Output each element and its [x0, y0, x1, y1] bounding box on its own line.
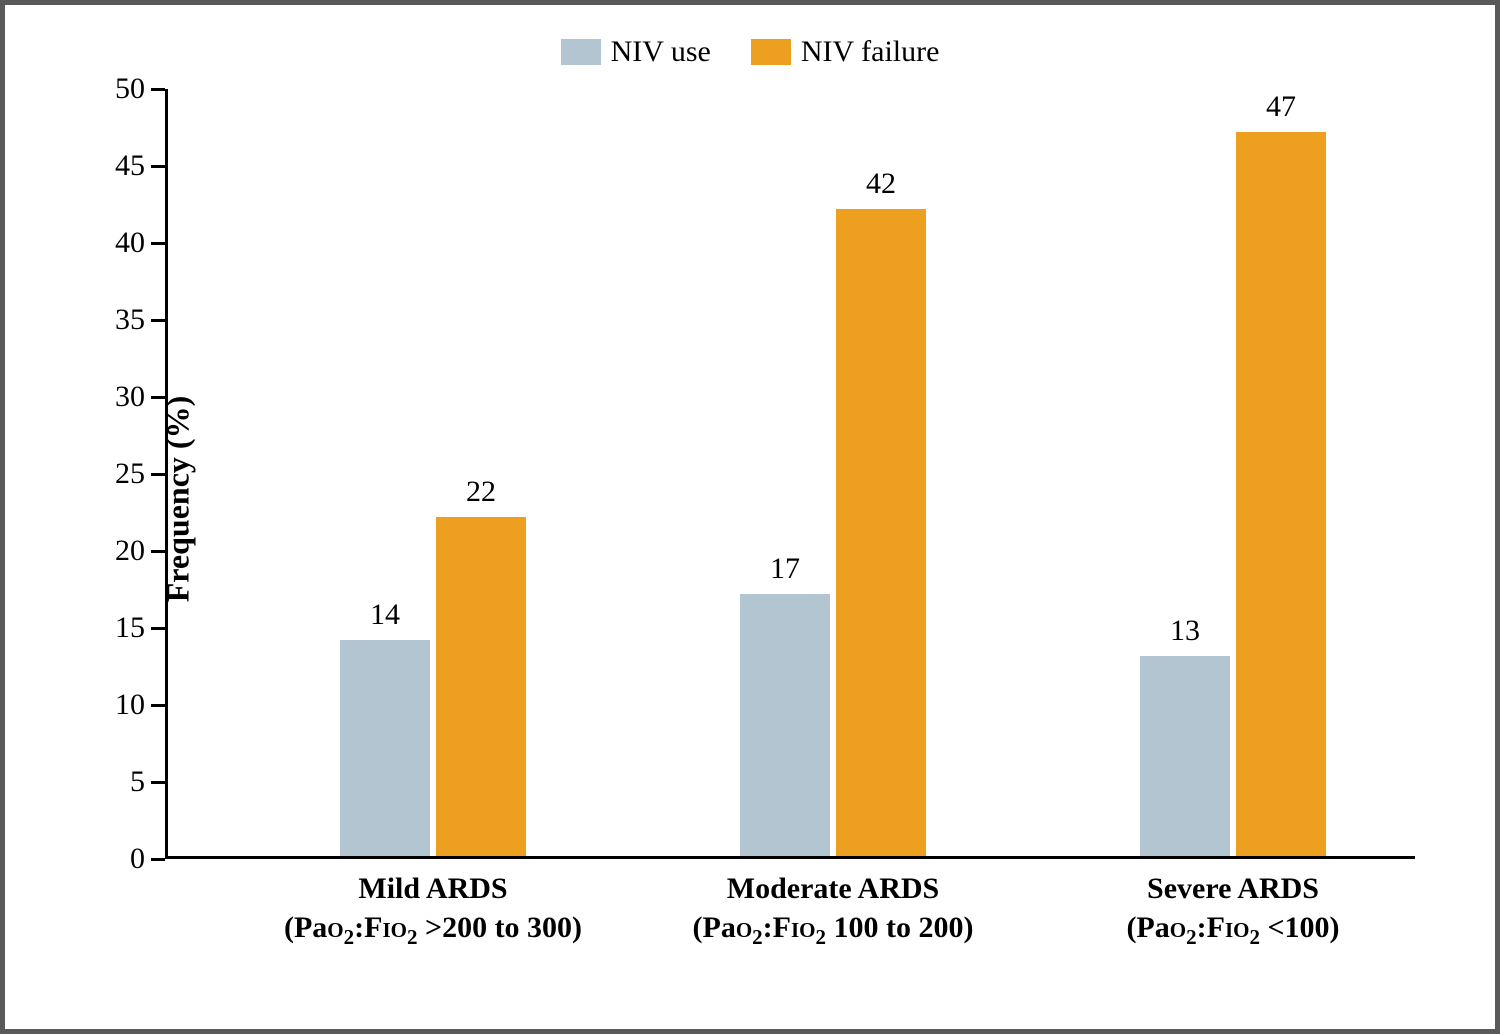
bar: 14	[340, 640, 430, 856]
y-tick	[151, 165, 165, 168]
x-category-title: Severe ARDS	[1126, 869, 1339, 908]
y-tick-label: 40	[115, 226, 145, 260]
y-tick-label: 5	[130, 765, 145, 799]
bar-value-label: 17	[770, 552, 800, 586]
x-category-title: Mild ARDS	[284, 869, 582, 908]
x-axis-line	[165, 856, 1415, 859]
x-category-subtitle: (Pao2:Fio2 100 to 200)	[693, 908, 974, 951]
y-tick-label: 50	[115, 72, 145, 106]
y-tick	[151, 88, 165, 91]
x-category-label: Mild ARDS(Pao2:Fio2 >200 to 300)	[284, 869, 582, 951]
chart-container: NIV use NIV failure Frequency (%) 142217…	[0, 0, 1500, 1034]
bar: 42	[836, 209, 926, 856]
y-tick-label: 0	[130, 842, 145, 876]
x-category-label: Moderate ARDS(Pao2:Fio2 100 to 200)	[693, 869, 974, 951]
x-category-subtitle: (Pao2:Fio2 >200 to 300)	[284, 908, 582, 951]
x-category-subtitle: (Pao2:Fio2 <100)	[1126, 908, 1339, 951]
y-tick	[151, 550, 165, 553]
bars-region: 142217421347	[165, 89, 1415, 856]
legend-swatch	[561, 39, 601, 65]
x-category-label: Severe ARDS(Pao2:Fio2 <100)	[1126, 869, 1339, 951]
y-tick-label: 25	[115, 457, 145, 491]
y-tick	[151, 319, 165, 322]
bar: 17	[740, 594, 830, 856]
y-tick-label: 30	[115, 380, 145, 414]
bar-group: 1422	[340, 517, 526, 856]
y-tick	[151, 627, 165, 630]
legend-label: NIV use	[611, 35, 711, 69]
y-tick	[151, 704, 165, 707]
bar-value-label: 42	[866, 167, 896, 201]
y-tick-label: 45	[115, 149, 145, 183]
plot-area: Frequency (%) 142217421347 Mild ARDS(Pao…	[165, 89, 1415, 909]
y-tick-label: 20	[115, 534, 145, 568]
y-tick-label: 35	[115, 303, 145, 337]
x-category-title: Moderate ARDS	[693, 869, 974, 908]
y-tick	[151, 858, 165, 861]
legend-label: NIV failure	[801, 35, 940, 69]
legend-swatch	[751, 39, 791, 65]
legend-item-niv-failure: NIV failure	[751, 35, 940, 69]
bar-group: 1347	[1140, 132, 1326, 856]
y-tick	[151, 242, 165, 245]
bar: 13	[1140, 656, 1230, 856]
bar: 22	[436, 517, 526, 856]
bar: 47	[1236, 132, 1326, 856]
bar-value-label: 14	[370, 598, 400, 632]
bar-value-label: 13	[1170, 614, 1200, 648]
y-tick	[151, 396, 165, 399]
y-tick-label: 10	[115, 688, 145, 722]
y-tick	[151, 781, 165, 784]
bar-group: 1742	[740, 209, 926, 856]
y-tick	[151, 473, 165, 476]
y-tick-label: 15	[115, 611, 145, 645]
legend-item-niv-use: NIV use	[561, 35, 711, 69]
legend: NIV use NIV failure	[55, 35, 1445, 69]
bar-value-label: 22	[466, 475, 496, 509]
bar-value-label: 47	[1266, 90, 1296, 124]
